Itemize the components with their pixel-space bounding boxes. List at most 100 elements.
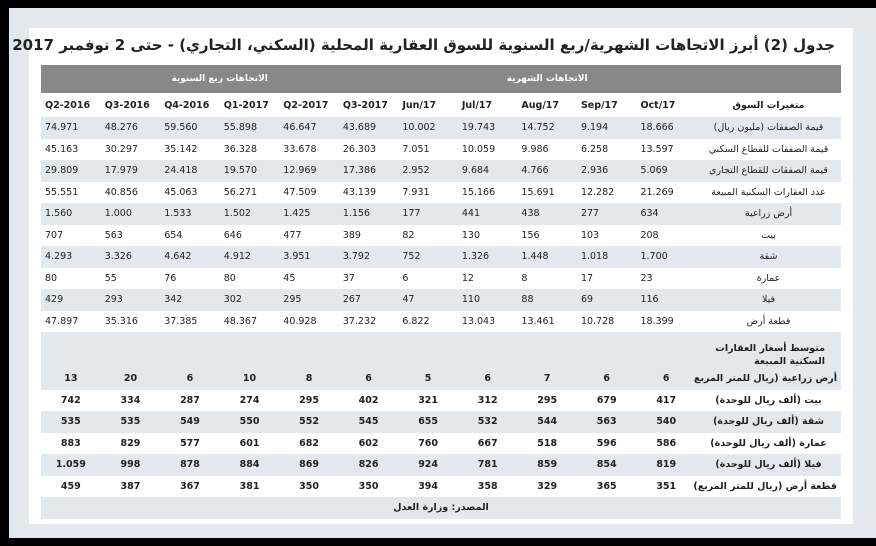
cell-value: 12 [457, 267, 518, 289]
column-header-label: متغيرات السوق [696, 93, 841, 117]
cell-value: 707 [41, 224, 101, 246]
cell-value: 80 [219, 267, 280, 289]
cell-value: 18.399 [636, 310, 696, 332]
cell-value: 545 [338, 411, 399, 433]
cell-value: 329 [517, 475, 577, 497]
cell-value: 6.258 [576, 138, 637, 160]
cell-value: 56.271 [219, 181, 280, 203]
cell-value: 998 [100, 454, 161, 476]
cell-value: 47.897 [41, 310, 101, 332]
prices-section-header: متوسط أسعار العقارات السكنية المبيعة [41, 332, 841, 368]
cell-value: 1.533 [160, 203, 220, 225]
cell-value: 655 [398, 411, 458, 433]
row-label: عدد العقارات السكنية المبيعة [696, 181, 841, 203]
column-header: 2016-Q2 [41, 93, 101, 117]
cell-value: 55 [100, 267, 161, 289]
main-rows: قيمة الصفقات (مليون ريال) 18.666 9.194 14.7… [41, 117, 841, 332]
cell-value: 381 [219, 475, 280, 497]
cell-value: 544 [517, 411, 577, 433]
row-label: عمارة (ألف ريال للوحدة) [696, 432, 841, 454]
cell-value: 4.766 [517, 160, 577, 182]
cell-value: 23 [636, 267, 696, 289]
table-row: أرض زراعية 634 277 438 441 177 1.156 1.425 1.502… [41, 203, 841, 225]
cell-value: 351 [636, 475, 696, 497]
cell-value: 540 [636, 411, 696, 433]
source-note: المصدر: وزارة العدل [41, 497, 841, 519]
cell-value: 40.856 [100, 181, 161, 203]
price-rows: أرض زراعية (ريال للمتر المربع 6 6 7 6 5 6 8 10 6 2… [41, 368, 841, 497]
table-row: عدد العقارات السكنية المبيعة 21.269 12.282… [41, 181, 841, 203]
cell-value: 48.367 [219, 310, 280, 332]
cell-value: 6 [338, 368, 399, 390]
column-header: Sep/17 [576, 93, 637, 117]
column-header: Jun/17 [398, 93, 458, 117]
cell-value: 577 [160, 432, 220, 454]
cell-value: 829 [100, 432, 161, 454]
cell-value: 781 [457, 454, 518, 476]
cell-value: 365 [576, 475, 637, 497]
cell-value: 518 [517, 432, 577, 454]
row-label: قيمة الصفقات للقطاع السكني [696, 138, 841, 160]
cell-value: 1.156 [338, 203, 399, 225]
cell-value: 13 [41, 368, 101, 390]
cell-value: 45.163 [41, 138, 101, 160]
cell-value: 21.269 [636, 181, 696, 203]
cell-value: 177 [398, 203, 458, 225]
cell-value: 859 [517, 454, 577, 476]
cell-value: 10.002 [398, 117, 458, 139]
cell-value: 29.809 [41, 160, 101, 182]
cell-value: 679 [576, 389, 637, 411]
cell-value: 88 [517, 289, 577, 311]
row-label: بيت [696, 224, 841, 246]
cell-value: 1.018 [576, 246, 637, 268]
cell-value: 69 [576, 289, 637, 311]
cell-value: 3.326 [100, 246, 161, 268]
cell-value: 17 [576, 267, 637, 289]
cell-value: 37 [338, 267, 399, 289]
cell-value: 59.560 [160, 117, 220, 139]
cell-value: 10 [219, 368, 280, 390]
cell-value: 267 [338, 289, 399, 311]
band-header-row: الاتجاهات الشهرية الاتجاهات ربع السنوية [41, 65, 841, 93]
cell-value: 13.461 [517, 310, 577, 332]
cell-value: 389 [338, 224, 399, 246]
cell-value: 55.551 [41, 181, 101, 203]
cell-value: 602 [338, 432, 399, 454]
cell-value: 3.792 [338, 246, 399, 268]
cell-value: 429 [41, 289, 101, 311]
cell-value: 1.560 [41, 203, 101, 225]
cell-value: 30.297 [100, 138, 161, 160]
cell-value: 110 [457, 289, 518, 311]
table-row: قيمة الصفقات (مليون ريال) 18.666 9.194 14.7… [41, 117, 841, 139]
cell-value: 884 [219, 454, 280, 476]
cell-value: 277 [576, 203, 637, 225]
cell-value: 869 [279, 454, 339, 476]
cell-value: 13.043 [457, 310, 518, 332]
cell-value: 535 [41, 411, 101, 433]
cell-value: 116 [636, 289, 696, 311]
cell-value: 55.898 [219, 117, 280, 139]
cell-value: 387 [100, 475, 161, 497]
cell-value: 819 [636, 454, 696, 476]
source-row: المصدر: وزارة العدل [41, 497, 841, 519]
cell-value: 1.425 [279, 203, 339, 225]
prices-section-heading: متوسط أسعار العقارات السكنية المبيعة [696, 332, 841, 368]
cell-value: 6 [636, 368, 696, 390]
cell-value: 10.728 [576, 310, 637, 332]
cell-value: 293 [100, 289, 161, 311]
cell-value: 7.931 [398, 181, 458, 203]
cell-value: 1.000 [100, 203, 161, 225]
cell-value: 550 [219, 411, 280, 433]
market-trends-table: الاتجاهات الشهرية الاتجاهات ربع السنوية … [41, 65, 841, 519]
table-row: قيمة الصفقات للقطاع السكني 13.597 6.258 9.9… [41, 138, 841, 160]
table-row: بيت 208 103 156 130 82 389 477 646 654 563 707 [41, 224, 841, 246]
cell-value: 854 [576, 454, 637, 476]
cell-value: 17.979 [100, 160, 161, 182]
cell-value: 8 [279, 368, 339, 390]
cell-value: 45.063 [160, 181, 220, 203]
cell-value: 535 [100, 411, 161, 433]
cell-value: 47 [398, 289, 458, 311]
cell-value: 924 [398, 454, 458, 476]
column-header: 2017-Q2 [279, 93, 339, 117]
cell-value: 208 [636, 224, 696, 246]
